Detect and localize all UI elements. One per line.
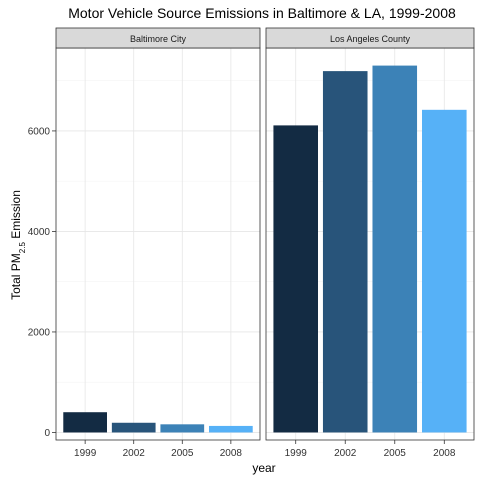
panel-2: Los Angeles County 1999 2002 2005 2008 — [265, 27, 475, 459]
y-tick-label: 2000 — [28, 327, 51, 338]
x-tick-label: 2005 — [384, 448, 407, 459]
x-tick-label: 2008 — [220, 448, 243, 459]
chart-title: Motor Vehicle Source Emissions in Baltim… — [68, 5, 456, 21]
bar-2005 — [160, 424, 205, 433]
bar-2005 — [372, 65, 418, 433]
y-tick-label: 0 — [44, 428, 50, 439]
y-tick-label: 4000 — [28, 227, 51, 238]
bar-2002 — [322, 71, 368, 433]
facet-strip — [265, 27, 475, 49]
panel-1: Baltimore City 1999 2002 2005 2008 — [55, 27, 261, 459]
y-axis: 0 2000 4000 6000 — [28, 126, 56, 439]
x-tick-label: 1999 — [285, 448, 308, 459]
x-tick-label: 2005 — [171, 448, 194, 459]
bar-1999 — [63, 412, 107, 433]
x-tick-label: 2002 — [334, 448, 357, 459]
y-axis-title-subscript: 2.5 — [18, 242, 27, 254]
facet-strip — [55, 27, 261, 49]
bar-2008 — [422, 109, 467, 433]
y-axis-title-suffix: Emission — [9, 190, 23, 242]
x-tick-label: 2008 — [433, 448, 456, 459]
panel-border — [55, 47, 261, 441]
x-tick-label: 1999 — [74, 448, 97, 459]
facet-strip-label: Los Angeles County — [330, 34, 411, 44]
facet-strip-label: Baltimore City — [130, 34, 187, 44]
bar-2002 — [111, 422, 156, 433]
y-tick-label: 6000 — [28, 126, 51, 137]
bar-1999 — [273, 125, 318, 433]
y-axis-title: Total PM2.5 Emission — [9, 190, 27, 300]
x-tick-label: 2002 — [123, 448, 146, 459]
bar-2008 — [209, 425, 253, 433]
y-axis-title-prefix: Total PM — [9, 253, 23, 300]
x-axis-title: year — [252, 461, 275, 475]
